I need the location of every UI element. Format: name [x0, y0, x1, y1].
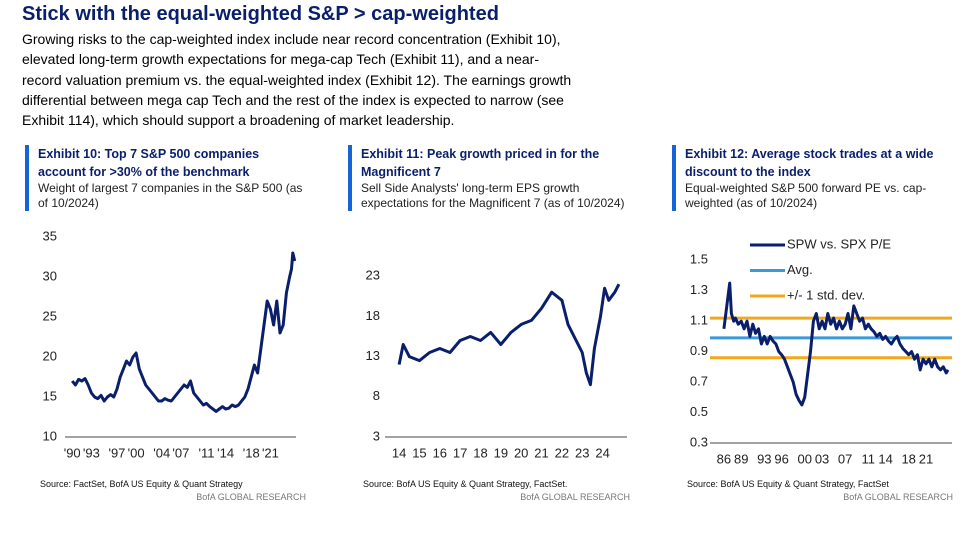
exhibit-title: Exhibit 10: Top 7 S&P 500 companies acco…	[38, 147, 260, 179]
exhibit-header: Exhibit 11: Peak growth priced in for th…	[348, 145, 629, 211]
x-tick-label: '07	[172, 445, 189, 460]
y-tick-label: 8	[373, 388, 380, 403]
x-tick-label: 89	[734, 451, 748, 466]
legend-label: Avg.	[787, 262, 813, 277]
exhibit-subtitle: Weight of largest 7 companies in the S&P…	[38, 181, 303, 210]
credit: BofA GLOBAL RESEARCH	[520, 492, 630, 502]
source: Source: FactSet, BofA US Equity & Quant …	[40, 479, 243, 489]
y-tick-label: 10	[43, 428, 57, 443]
y-tick-label: 18	[366, 308, 380, 323]
x-tick-label: 18	[901, 451, 915, 466]
x-tick-label: 17	[453, 445, 467, 460]
x-tick-label: 96	[774, 451, 788, 466]
x-tick-label: 24	[595, 445, 609, 460]
x-tick-label: 11	[862, 451, 876, 466]
y-tick-label: 0.3	[690, 434, 708, 449]
y-tick-label: 13	[366, 348, 380, 363]
exhibit-subtitle: Sell Side Analysts' long-term EPS growth…	[361, 181, 625, 210]
y-tick-label: 1.5	[690, 252, 708, 267]
x-tick-label: '21	[262, 445, 279, 460]
intro: Growing risks to the cap-weighted index …	[22, 29, 571, 130]
credit: BofA GLOBAL RESEARCH	[196, 492, 306, 502]
intro-line: Growing risks to the cap-weighted index …	[22, 31, 561, 47]
y-tick-label: 0.7	[690, 374, 708, 389]
x-tick-label: 18	[473, 445, 487, 460]
x-tick-label: '04	[153, 445, 170, 460]
y-tick-label: 25	[43, 308, 57, 323]
legend-label: +/- 1 std. dev.	[787, 287, 865, 302]
intro-line: record valuation premium vs. the equal-w…	[22, 71, 572, 88]
x-tick-label: 20	[514, 445, 528, 460]
x-tick-label: 03	[815, 451, 829, 466]
y-tick-label: 20	[43, 348, 57, 363]
x-tick-label: '90	[64, 445, 81, 460]
x-tick-label: 07	[838, 451, 852, 466]
credit: BofA GLOBAL RESEARCH	[843, 492, 953, 502]
x-tick-label: '14	[217, 445, 234, 460]
data-line	[722, 281, 950, 407]
exhibit-title: Exhibit 11: Peak growth priced in for th…	[361, 147, 600, 179]
x-tick-label: 21	[919, 451, 933, 466]
x-tick-label: 22	[555, 445, 569, 460]
x-tick-label: '18	[243, 445, 260, 460]
x-tick-label: '11	[198, 445, 214, 460]
exhibit-subtitle: Equal-weighted S&P 500 forward PE vs. ca…	[685, 181, 927, 210]
x-tick-label: '93	[83, 445, 100, 460]
intro-line: differential between mega cap Tech and t…	[22, 91, 564, 108]
x-tick-label: 21	[534, 445, 548, 460]
exhibit-header: Exhibit 10: Top 7 S&P 500 companies acco…	[25, 145, 306, 211]
y-tick-label: 0.5	[690, 404, 708, 419]
intro-line: Exhibit 114), which should support a bro…	[22, 112, 455, 129]
data-line	[71, 251, 297, 413]
source: Source: BofA US Equity & Quant Strategy,…	[363, 479, 568, 489]
x-tick-label: '00	[128, 445, 145, 460]
x-tick-label: 86	[717, 451, 731, 466]
y-tick-label: 0.9	[690, 343, 708, 358]
x-tick-label: 19	[494, 445, 508, 460]
exhibit-header: Exhibit 12: Average stock trades at a wi…	[672, 145, 953, 211]
legend-label: SPW vs. SPX P/E	[787, 236, 891, 251]
y-tick-label: 1.1	[690, 313, 708, 328]
x-tick-label: 00	[798, 451, 812, 466]
data-line	[397, 283, 621, 387]
y-tick-label: 3	[373, 428, 380, 443]
x-tick-label: 15	[412, 445, 426, 460]
y-tick-label: 15	[43, 388, 57, 403]
x-tick-label: 14	[392, 445, 406, 460]
x-tick-label: 93	[757, 451, 771, 466]
x-tick-label: 16	[433, 445, 447, 460]
y-tick-label: 23	[366, 268, 380, 283]
x-tick-label: 14	[878, 451, 892, 466]
x-tick-label: '97	[108, 445, 125, 460]
exhibit-title: Exhibit 12: Average stock trades at a wi…	[685, 147, 934, 179]
page-title: Stick with the equal-weighted S&P > cap-…	[22, 3, 499, 25]
y-tick-label: 35	[43, 228, 57, 243]
x-tick-label: 23	[575, 445, 589, 460]
intro-line: elevated long-term growth expectations f…	[22, 51, 539, 68]
source: Source: BofA US Equity & Quant Strategy,…	[687, 479, 889, 489]
y-tick-label: 30	[43, 268, 57, 283]
y-tick-label: 1.3	[690, 282, 708, 297]
